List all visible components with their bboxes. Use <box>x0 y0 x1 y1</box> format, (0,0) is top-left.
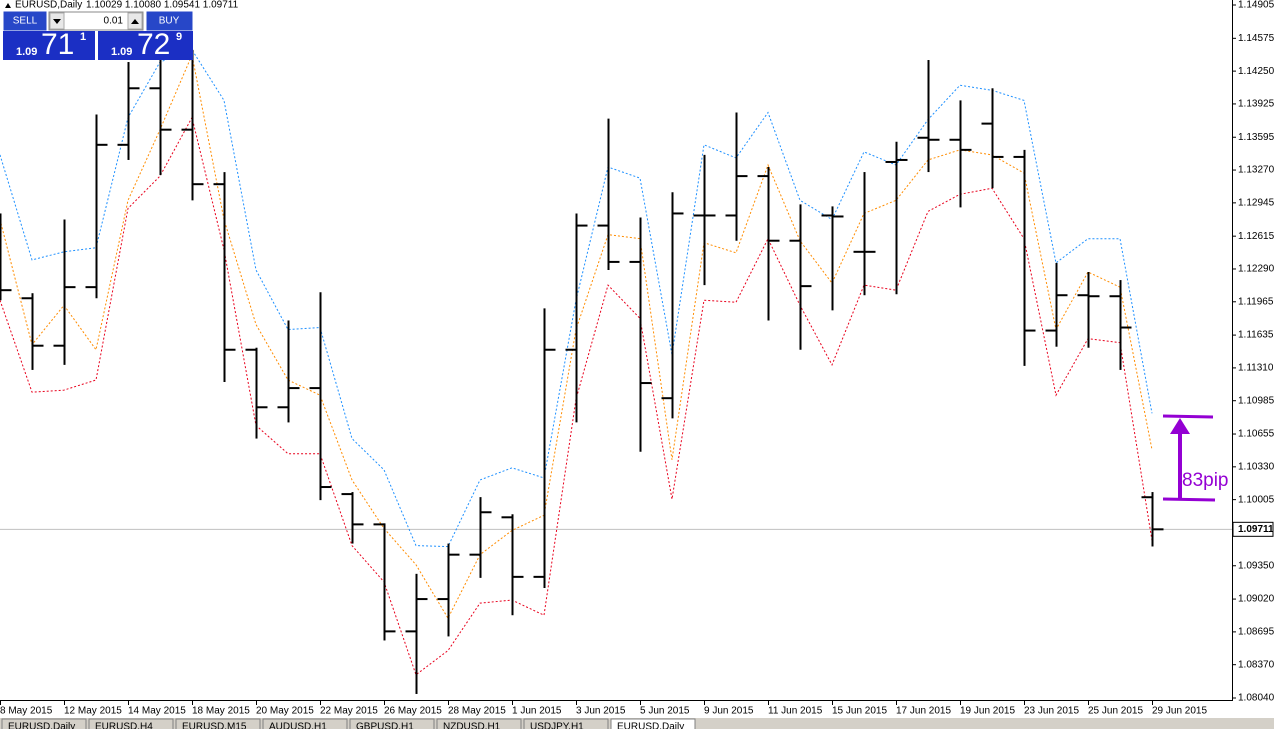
y-tick-label: 1.11965 <box>1238 296 1274 307</box>
trade-panel: SELL 0.01 BUY 1.09 71 1 1.09 72 9 <box>2 10 194 61</box>
tab-label[interactable]: EURUSD,M15 <box>182 722 247 729</box>
x-tick-label: 28 May 2015 <box>448 706 506 717</box>
tab-label[interactable]: USDJPY,H1 <box>530 722 584 729</box>
y-tick-label: 1.13270 <box>1238 165 1274 176</box>
x-tick-label: 22 May 2015 <box>320 706 378 717</box>
annotation: 83pip <box>1162 414 1229 502</box>
tab-label[interactable]: AUDUSD,H1 <box>269 722 327 729</box>
tab-label[interactable]: EURUSD,Daily <box>8 722 75 729</box>
x-tick-label: 17 Jun 2015 <box>896 706 951 717</box>
lot-box[interactable] <box>48 11 144 31</box>
header-icon <box>5 3 11 8</box>
x-tick-label: 18 May 2015 <box>192 706 250 717</box>
annotation-top-line <box>1162 414 1214 419</box>
y-tick-label: 1.08040 <box>1238 693 1274 704</box>
y-tick-label: 1.12290 <box>1238 264 1274 275</box>
lot-up-arrow <box>131 19 139 24</box>
y-tick-label: 1.10985 <box>1238 395 1274 406</box>
y-tick-label: 1.08370 <box>1238 659 1274 670</box>
y-tick-label: 1.13595 <box>1238 132 1274 143</box>
x-tick-label: 20 May 2015 <box>256 706 314 717</box>
y-tick-label: 1.09350 <box>1238 560 1274 571</box>
tab-label[interactable]: EURUSD,H4 <box>95 722 153 729</box>
x-tick-label: 9 Jun 2015 <box>704 706 754 717</box>
ask-pips: 72 <box>137 28 170 61</box>
tab[interactable] <box>175 718 261 729</box>
annotation-bottom-line <box>1162 497 1216 502</box>
tab-label[interactable]: EURUSD,Daily <box>617 722 684 729</box>
y-tick-label: 1.08695 <box>1238 627 1274 638</box>
ask-big: 1.09 <box>111 46 132 58</box>
x-tick-label: 8 May 2015 <box>0 706 53 717</box>
x-tick-label: 12 May 2015 <box>64 706 122 717</box>
current-price-label: 1.09711 <box>1238 524 1274 535</box>
y-tick-label: 1.12615 <box>1238 231 1274 242</box>
tabs: EURUSD,Daily EURUSD,H4 EURUSD,M15 AUDUSD,H1… <box>1 718 696 729</box>
tab[interactable] <box>349 718 435 729</box>
chart-title: EURUSD,Daily <box>15 0 82 11</box>
x-tick-label: 23 Jun 2015 <box>1024 706 1079 717</box>
x-tick-label: 3 Jun 2015 <box>576 706 626 717</box>
x-tick-label: 25 Jun 2015 <box>1088 706 1143 717</box>
tab-label[interactable]: GBPUSD,H1 <box>356 722 414 729</box>
y-tick-label: 1.12945 <box>1238 197 1274 208</box>
x-tick-label: 11 Jun 2015 <box>768 706 823 717</box>
x-tick-label: 19 Jun 2015 <box>960 706 1015 717</box>
tab[interactable] <box>1 718 87 729</box>
tab[interactable] <box>88 718 174 729</box>
tab[interactable] <box>262 718 348 729</box>
bid-panel[interactable] <box>3 31 95 60</box>
current-price-box <box>1232 521 1274 537</box>
x-tick-label: 26 May 2015 <box>384 706 442 717</box>
y-tick-label: 1.13925 <box>1238 99 1274 110</box>
y-tick-label: 1.14575 <box>1238 33 1274 44</box>
sell-label[interactable]: SELL <box>13 16 38 27</box>
y-tick-label: 1.09020 <box>1238 594 1274 605</box>
y-tick-label: 1.14250 <box>1238 66 1274 77</box>
x-tick-label: 1 Jun 2015 <box>512 706 562 717</box>
annotation-text: 83pip <box>1182 470 1229 491</box>
lot-down-arrow <box>53 19 61 24</box>
tab[interactable] <box>436 718 522 729</box>
bid-big: 1.09 <box>16 46 37 58</box>
y-tick-label: 1.10330 <box>1238 461 1274 472</box>
y-tick-label: 1.11310 <box>1238 363 1274 374</box>
bid-fraction: 1 <box>80 31 86 43</box>
y-tick-label: 1.10005 <box>1238 494 1274 505</box>
tab[interactable] <box>523 718 609 729</box>
bid-pips: 71 <box>41 28 74 61</box>
plot-area <box>0 49 1232 694</box>
ask-panel[interactable] <box>98 31 193 60</box>
buy-label[interactable]: BUY <box>159 16 180 27</box>
lot-value[interactable]: 0.01 <box>104 16 124 27</box>
quote: 1.10029 1.10080 1.09541 1.09711 <box>86 0 239 11</box>
tab-label[interactable]: NZDUSD,H1 <box>443 722 501 729</box>
y-tick-label: 1.10655 <box>1238 429 1274 440</box>
y-tick-label: 1.11635 <box>1238 330 1274 341</box>
annotation-arrow-head <box>1170 418 1190 434</box>
x-tick-label: 5 Jun 2015 <box>640 706 690 717</box>
x-tick-label: 29 Jun 2015 <box>1152 706 1207 717</box>
ask-fraction: 9 <box>176 31 182 43</box>
tab[interactable] <box>610 718 696 729</box>
y-tick-label: 1.14905 <box>1238 0 1274 11</box>
x-tick-label: 15 Jun 2015 <box>832 706 887 717</box>
x-tick-label: 14 May 2015 <box>128 706 186 717</box>
